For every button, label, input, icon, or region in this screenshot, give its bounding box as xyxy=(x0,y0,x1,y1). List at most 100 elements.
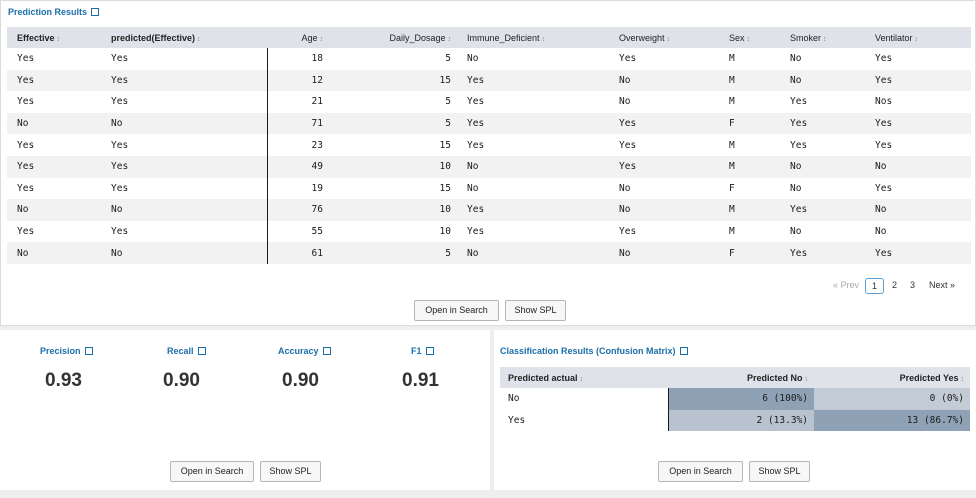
open-in-search-button[interactable]: Open in Search xyxy=(658,461,743,482)
show-spl-button[interactable]: Show SPL xyxy=(260,461,321,482)
table-cell: Yes xyxy=(101,134,268,156)
sort-icon: ↕ xyxy=(447,35,452,43)
checkbox-icon[interactable] xyxy=(197,347,206,355)
sort-icon: ↕ xyxy=(960,375,965,383)
checkbox-icon[interactable] xyxy=(322,347,331,355)
table-cell: 23 xyxy=(311,139,323,151)
table-cell: Yes xyxy=(619,53,637,65)
table-cell: Yes xyxy=(457,112,609,135)
prediction-results-panel: Prediction Results Effective ↕ predicted(E… xyxy=(0,0,976,326)
table-cell: M xyxy=(729,53,735,65)
table-cell: No xyxy=(790,226,802,238)
table-cell: 21 xyxy=(311,96,323,108)
table-cell: Yes xyxy=(101,155,268,178)
sort-icon: ↕ xyxy=(56,35,61,43)
column-header-smoker[interactable]: Smoker ↕ xyxy=(780,27,865,48)
checkbox-icon[interactable] xyxy=(679,347,688,355)
page-3-button[interactable]: 3 xyxy=(910,280,916,290)
table-cell: M xyxy=(719,199,780,221)
checkbox-icon[interactable] xyxy=(91,8,100,16)
table-cell: No xyxy=(619,182,631,194)
table-cell: Yes xyxy=(17,226,35,238)
table-cell: Nos xyxy=(875,96,893,108)
table-row: Yes Yes 21 5 Yes No M Yes Nos xyxy=(7,91,971,113)
table-row: Yes Yes 49 10 No Yes M No No xyxy=(7,155,971,178)
table-cell: No xyxy=(101,242,268,264)
cm-header-predicted-yes[interactable]: Predicted Yes ↕ xyxy=(814,367,970,388)
table-cell: Yes xyxy=(619,139,637,151)
prediction-results-table: Effective ↕ predicted(Effective) ↕ Age ↕ Daily… xyxy=(7,27,971,264)
cm-cell: 0 (0%) xyxy=(814,388,970,410)
checkbox-icon[interactable] xyxy=(84,347,93,355)
table-cell: 10 xyxy=(439,226,451,238)
checkbox-icon[interactable] xyxy=(425,347,434,355)
column-header-age[interactable]: Age ↕ xyxy=(267,27,329,48)
next-page-link[interactable]: Next » xyxy=(929,280,956,290)
table-cell: Yes xyxy=(780,112,865,135)
column-header-overweight[interactable]: Overweight ↕ xyxy=(609,27,719,48)
sort-icon: ↕ xyxy=(804,375,809,383)
table-cell: No xyxy=(619,96,631,108)
cm-header-actual[interactable]: Predicted actual ↕ xyxy=(500,367,668,388)
column-header-immune-deficient[interactable]: Immune_Deficient ↕ xyxy=(457,27,609,48)
table-cell: Yes xyxy=(17,182,35,194)
table-cell: No xyxy=(467,182,479,194)
column-header-sex[interactable]: Sex ↕ xyxy=(719,27,780,48)
table-cell: No xyxy=(790,53,802,65)
show-spl-button[interactable]: Show SPL xyxy=(505,300,566,321)
open-in-search-button[interactable]: Open in Search xyxy=(170,461,254,482)
table-row: Yes Yes 19 15 No No F No Yes xyxy=(7,177,971,200)
table-cell: F xyxy=(719,242,780,264)
table-row: No No 71 5 Yes Yes F Yes Yes xyxy=(7,112,971,135)
table-cell: 5 xyxy=(445,96,451,108)
show-spl-button[interactable]: Show SPL xyxy=(749,461,810,482)
table-row: Yes Yes 55 10 Yes Yes M No No xyxy=(7,220,971,243)
prev-page-link[interactable]: « Prev xyxy=(833,280,860,290)
table-cell: Yes xyxy=(457,69,609,92)
table-cell: 12 xyxy=(267,69,329,92)
open-in-search-button[interactable]: Open in Search xyxy=(414,300,499,321)
table-cell: Yes xyxy=(17,96,35,108)
table-cell: No xyxy=(457,242,609,264)
table-cell: Yes xyxy=(790,139,808,151)
sort-icon: ↕ xyxy=(666,35,671,43)
accuracy-label: Accuracy xyxy=(278,346,331,356)
cm-cell: 6 (100%) xyxy=(668,388,814,410)
table-cell: Yes xyxy=(17,53,35,65)
table-cell: Yes xyxy=(609,112,719,135)
table-cell: Yes xyxy=(467,226,485,238)
page-1-button[interactable]: 1 xyxy=(865,278,884,294)
sort-icon: ↕ xyxy=(197,35,201,43)
table-cell: No xyxy=(609,242,719,264)
table-cell: Yes xyxy=(101,69,268,92)
table-cell: M xyxy=(729,226,735,238)
accuracy-value: 0.90 xyxy=(282,370,319,391)
table-row: Yes Yes 12 15 Yes No M No Yes xyxy=(7,69,971,92)
metrics-panel: Precision 0.93 Recall 0.90 Accuracy 0.90… xyxy=(0,330,490,490)
sort-icon: ↕ xyxy=(746,35,751,43)
table-cell: M xyxy=(729,139,735,151)
table-cell: 19 xyxy=(311,182,323,194)
table-cell: 71 xyxy=(267,112,329,135)
column-header-effective[interactable]: Effective ↕ xyxy=(7,27,101,48)
table-row: Yes Yes 18 5 No Yes M No Yes xyxy=(7,48,971,70)
table-cell: M xyxy=(719,69,780,92)
f1-value: 0.91 xyxy=(402,370,439,391)
table-cell: 55 xyxy=(311,226,323,238)
table-cell: No xyxy=(780,155,865,178)
cm-header-predicted-no[interactable]: Predicted No ↕ xyxy=(668,367,814,388)
page-2-button[interactable]: 2 xyxy=(892,280,898,290)
column-header-ventilator[interactable]: Ventilator ↕ xyxy=(865,27,971,48)
table-cell: No xyxy=(609,69,719,92)
table-cell: Yes xyxy=(790,96,808,108)
sort-icon: ↕ xyxy=(541,35,546,43)
table-cell: M xyxy=(719,155,780,178)
confusion-matrix-panel: Classification Results (Confusion Matrix… xyxy=(494,330,976,490)
column-header-predicted-effective[interactable]: predicted(Effective) ↕ xyxy=(101,27,267,48)
column-header-daily-dosage[interactable]: Daily_Dosage ↕ xyxy=(329,27,457,48)
table-cell: 10 xyxy=(329,199,457,221)
precision-value: 0.93 xyxy=(45,370,82,391)
table-cell: Yes xyxy=(101,177,268,200)
table-cell: Yes xyxy=(457,199,609,221)
table-cell: Yes xyxy=(865,112,971,135)
